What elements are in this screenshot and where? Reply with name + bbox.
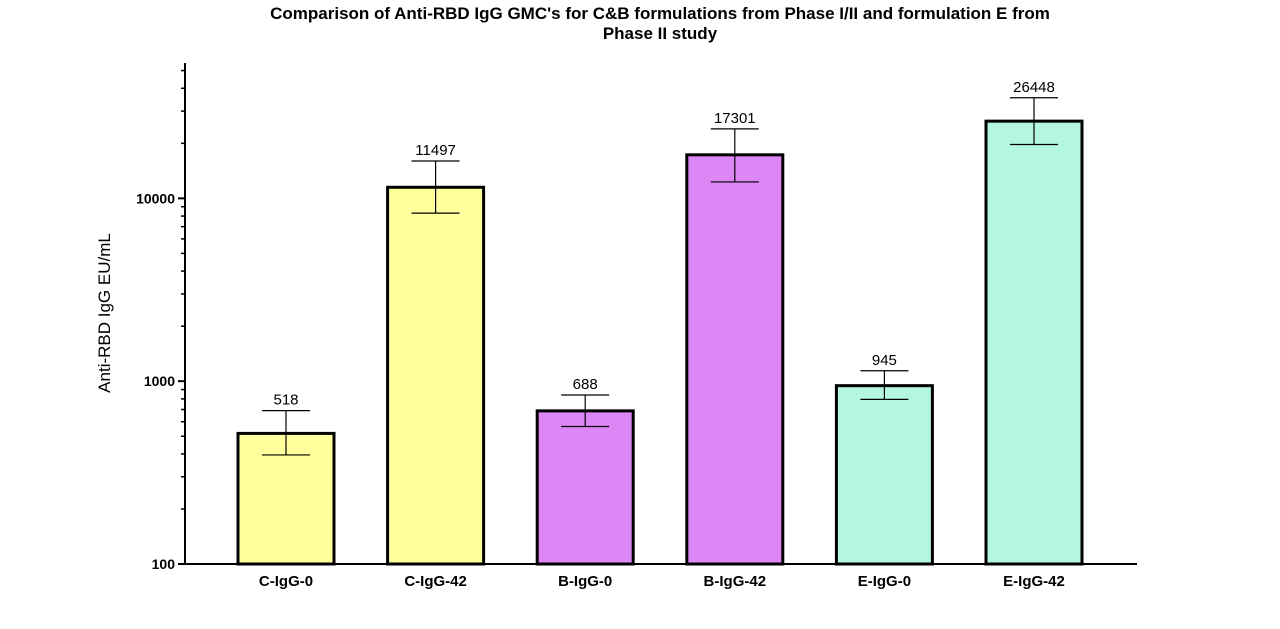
x-tick-label: B-IgG-0 [558, 573, 612, 590]
data-label: 26448 [1013, 79, 1055, 96]
x-tick-label: C-IgG-42 [404, 573, 467, 590]
x-tick-label: E-IgG-42 [1003, 573, 1065, 590]
data-label: 17301 [714, 110, 756, 127]
y-tick-label: 100 [152, 556, 176, 572]
data-label: 518 [273, 392, 298, 409]
bar [386, 185, 486, 566]
x-tick-label: B-IgG-42 [704, 573, 767, 590]
bar [984, 119, 1084, 566]
x-tick-label: E-IgG-0 [858, 573, 911, 590]
data-label: 688 [573, 376, 598, 393]
bar [685, 153, 785, 566]
bar [535, 409, 635, 566]
y-axis-label: Anti-RBD IgG EU/mL [95, 233, 114, 393]
chart-title-line-1: Comparison of Anti-RBD IgG GMC's for C&B… [270, 4, 1050, 23]
y-tick-label: 1000 [144, 373, 175, 389]
bar [834, 384, 934, 566]
data-label: 945 [872, 352, 897, 369]
chart-title-line-2: Phase II study [602, 24, 718, 43]
y-tick-label: 10000 [136, 190, 175, 206]
x-tick-label: C-IgG-0 [259, 573, 313, 590]
data-label: 11497 [415, 142, 456, 159]
